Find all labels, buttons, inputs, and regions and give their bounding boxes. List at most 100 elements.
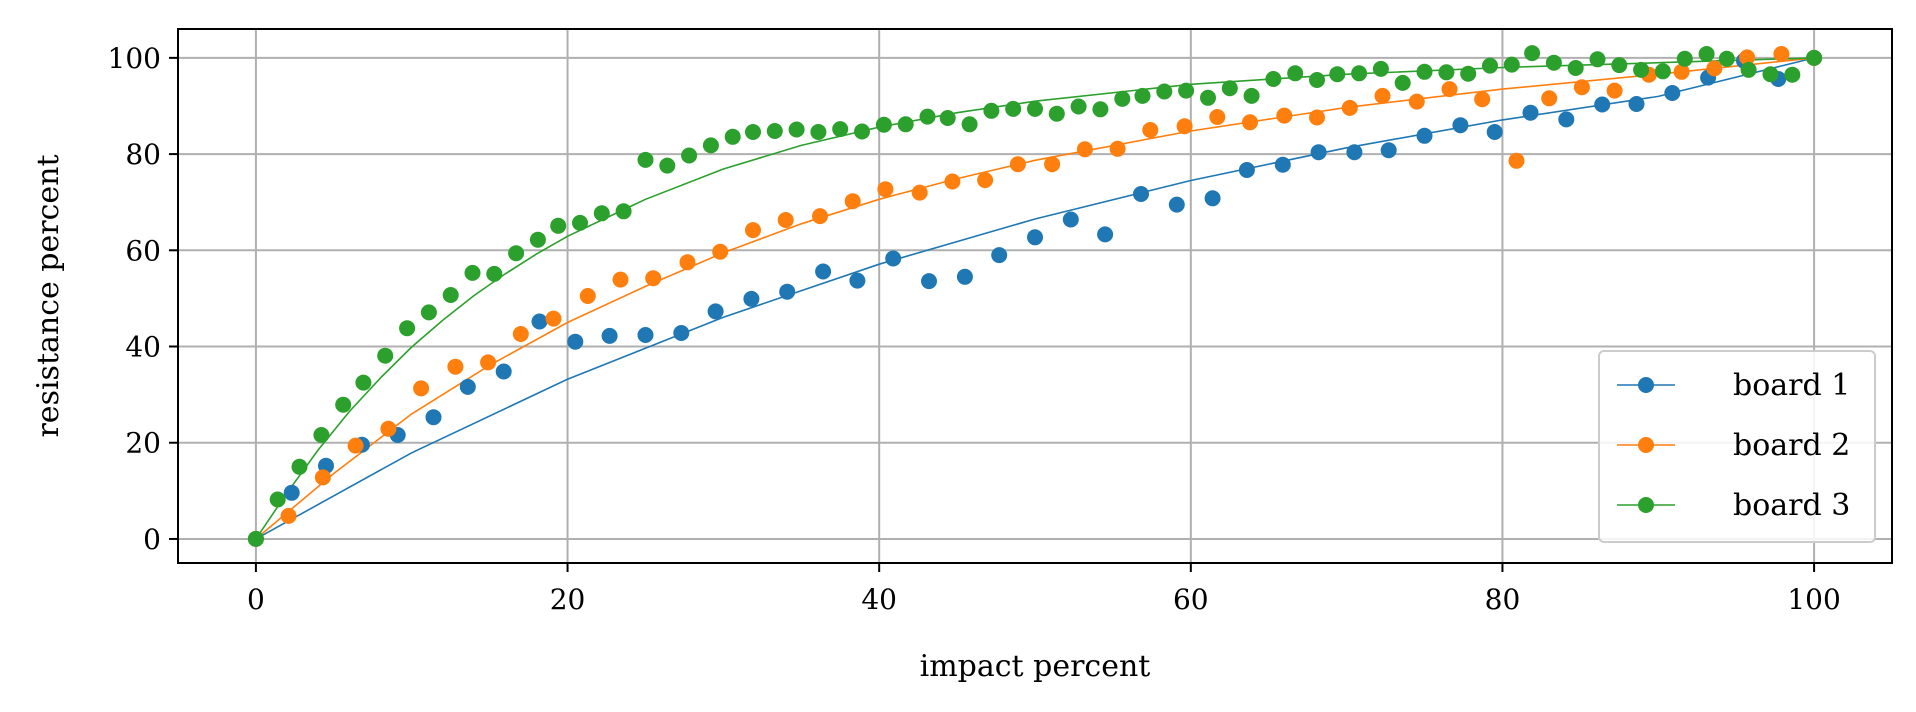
series-3-point	[983, 102, 1000, 119]
series-3-point	[788, 121, 805, 138]
series-3-point	[1762, 66, 1779, 83]
series-1-point	[1452, 117, 1469, 134]
series-1-point	[637, 327, 654, 343]
series-1-point	[1310, 144, 1327, 161]
y-tick-label: 20	[125, 427, 161, 460]
series-2-point	[1309, 109, 1325, 126]
series-2-point	[1773, 46, 1790, 62]
series-3-point	[681, 147, 698, 164]
series-1-point	[956, 268, 973, 285]
series-2-point	[844, 193, 861, 210]
series-3-point	[1806, 49, 1823, 66]
series-2-point	[777, 212, 794, 228]
series-2-point	[612, 271, 629, 288]
series-3-point	[550, 217, 567, 234]
series-1-point	[1133, 186, 1149, 202]
series-3-point	[1567, 60, 1584, 76]
series-3-point	[420, 304, 437, 321]
series-2-fit-line	[255, 57, 1815, 540]
series-1-point	[849, 272, 866, 289]
x-tick-label: 80	[1485, 583, 1521, 616]
series-1-point	[1346, 144, 1363, 161]
series-3-point	[377, 347, 394, 364]
series-1-point	[1168, 196, 1185, 213]
series-3-point	[702, 137, 719, 154]
series-1-point	[1664, 85, 1681, 101]
x-tick-label: 40	[861, 583, 897, 616]
series-2-point	[579, 288, 596, 304]
series-1-point	[1628, 96, 1645, 112]
series-2-point	[877, 181, 894, 198]
series-2-point	[1142, 122, 1159, 138]
series-2-point	[512, 326, 529, 342]
series-3-point	[1221, 80, 1238, 97]
legend-marker	[1638, 377, 1654, 393]
legend: board 1 board 2 board 3	[1598, 350, 1876, 543]
series-2-point	[1706, 60, 1723, 77]
series-3-point	[1134, 87, 1151, 104]
series-1-point	[601, 327, 618, 344]
series-1-point	[567, 333, 584, 350]
series-3-point	[1200, 89, 1216, 106]
series-3-point	[1633, 61, 1650, 78]
series-3-point	[529, 231, 546, 248]
series-1-point	[707, 303, 724, 320]
series-2-point	[545, 310, 562, 327]
series-3-point	[1351, 65, 1368, 82]
series-3-point	[1718, 50, 1735, 67]
series-1-point	[1594, 96, 1611, 113]
series-3-point	[1460, 65, 1477, 82]
series-3-point	[1416, 63, 1433, 80]
series-2-point	[1109, 140, 1126, 157]
y-tick-label: 80	[125, 138, 161, 171]
series-2-point	[1408, 93, 1425, 110]
series-2-point	[1606, 82, 1623, 99]
series-3-point	[464, 264, 481, 281]
series-2-point	[1508, 152, 1525, 169]
series-1-point	[531, 313, 548, 330]
series-3-point	[355, 374, 372, 391]
series-3-point	[313, 427, 330, 443]
series-3-point	[1784, 66, 1801, 83]
series-2-point	[1044, 156, 1061, 173]
legend-box	[1598, 350, 1876, 543]
series-1-point	[921, 273, 937, 290]
series-3-point	[1545, 54, 1562, 71]
legend-label: board 2	[1733, 428, 1850, 463]
series-1-point	[779, 283, 796, 300]
data-points	[247, 45, 1823, 547]
series-2-point	[347, 437, 364, 454]
series-1-point	[1558, 111, 1575, 128]
y-tick-label: 0	[143, 523, 161, 556]
series-3-point	[1048, 105, 1065, 122]
series-3-point	[766, 123, 783, 139]
series-2-point	[1541, 90, 1558, 107]
series-3-point	[875, 116, 892, 133]
series-2-point	[314, 469, 331, 486]
series-1-point	[495, 363, 512, 380]
series-3-point	[572, 214, 588, 231]
legend-label: board 3	[1733, 488, 1850, 523]
series-3-point	[1287, 65, 1304, 82]
series-3-point	[1589, 51, 1606, 68]
legend-marker	[1638, 497, 1654, 513]
legend-marker	[1638, 437, 1654, 453]
x-tick-label: 60	[1173, 583, 1209, 616]
y-axis-ticks: 0 20 40 60 80 100	[108, 42, 178, 556]
series-3-point	[1524, 45, 1541, 62]
series-3-point	[745, 124, 761, 140]
x-tick-label: 100	[1787, 583, 1840, 616]
grid	[178, 29, 1892, 563]
series-3-point	[1178, 82, 1195, 99]
y-tick-label: 100	[108, 42, 161, 75]
series-3-point	[637, 151, 654, 168]
series-3-point	[1309, 72, 1325, 88]
series-2-point	[1374, 87, 1391, 104]
series-1-point	[1204, 190, 1221, 207]
series-2-point	[944, 173, 961, 190]
y-axis-label: resistance percent	[31, 154, 66, 437]
series-3-point	[1482, 57, 1498, 74]
series-1-point	[1380, 142, 1397, 159]
series-3-point	[961, 116, 978, 133]
series-3-point	[247, 530, 264, 547]
